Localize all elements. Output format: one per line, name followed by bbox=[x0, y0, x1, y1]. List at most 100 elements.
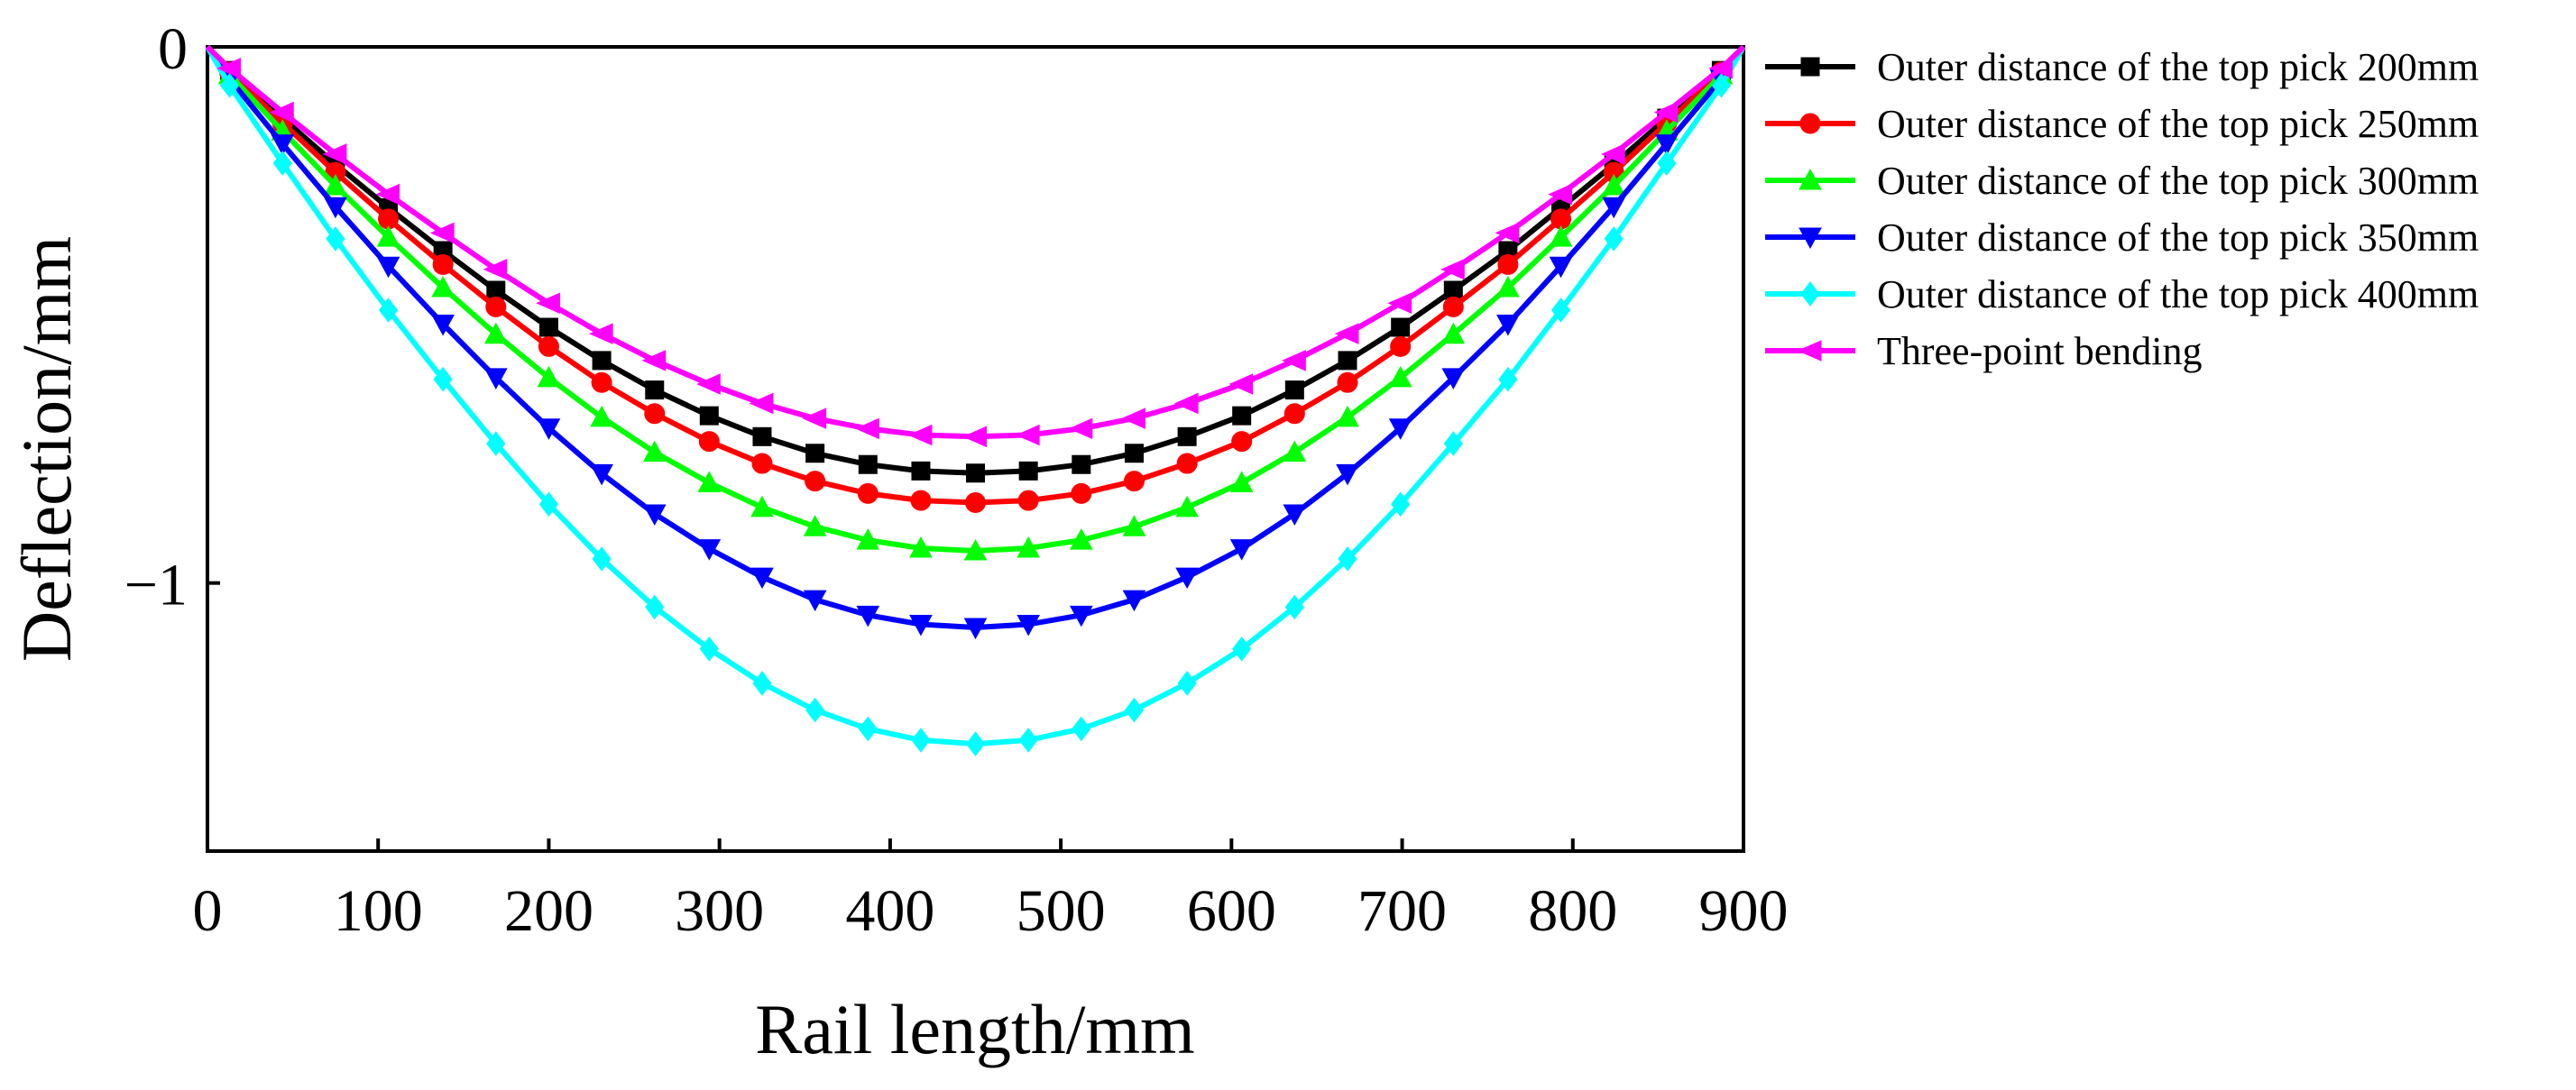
data-point bbox=[1653, 101, 1679, 124]
data-point bbox=[1657, 151, 1677, 176]
data-point bbox=[433, 366, 453, 392]
series-2 bbox=[205, 45, 1746, 513]
data-point bbox=[324, 173, 347, 196]
data-point bbox=[1122, 590, 1146, 612]
data-point bbox=[1173, 392, 1199, 415]
data-point bbox=[1496, 275, 1520, 298]
x-axis-title: Rail length/mm bbox=[755, 990, 1194, 1068]
data-point bbox=[1122, 515, 1146, 536]
data-point bbox=[1387, 292, 1412, 315]
data-point bbox=[749, 392, 774, 415]
data-point bbox=[536, 292, 560, 315]
data-point bbox=[1390, 335, 1412, 357]
legend-item: Outer distance of the top pick 400mm bbox=[1765, 272, 2479, 316]
data-point bbox=[1549, 225, 1573, 247]
data-point bbox=[1283, 403, 1305, 425]
data-point bbox=[486, 431, 506, 456]
data-point bbox=[431, 275, 455, 298]
legend-marker bbox=[1800, 57, 1820, 77]
data-point bbox=[1231, 431, 1253, 453]
data-point bbox=[322, 143, 347, 165]
data-point bbox=[1177, 671, 1197, 696]
data-point bbox=[431, 314, 455, 336]
data-point bbox=[805, 697, 825, 723]
data-point bbox=[965, 491, 986, 513]
data-point bbox=[1391, 491, 1411, 518]
data-point bbox=[537, 418, 561, 440]
data-point bbox=[1443, 431, 1463, 456]
data-point bbox=[592, 546, 612, 572]
legend-marker bbox=[1799, 113, 1821, 134]
data-point bbox=[858, 454, 878, 474]
data-point bbox=[1069, 528, 1093, 550]
x-tick-label: 200 bbox=[504, 878, 593, 944]
legend-label: Outer distance of the top pick 200mm bbox=[1877, 45, 2479, 89]
data-point bbox=[803, 590, 827, 612]
data-point bbox=[1229, 471, 1254, 492]
data-point bbox=[592, 351, 612, 371]
x-tick-label: 600 bbox=[1187, 878, 1276, 944]
data-point bbox=[1338, 546, 1357, 572]
x-tick-label: 700 bbox=[1357, 878, 1447, 944]
data-point bbox=[485, 296, 507, 317]
data-point bbox=[537, 365, 561, 388]
y-tick-label: −1 bbox=[124, 553, 188, 618]
data-point bbox=[1442, 296, 1464, 317]
y-axis-title: Deflection/mm bbox=[7, 236, 86, 662]
data-point bbox=[1388, 365, 1412, 388]
series-group bbox=[205, 44, 1746, 756]
data-point bbox=[697, 539, 722, 561]
x-axis: 0 100 200 300 400 500 600 700 800 900 bbox=[193, 838, 1789, 944]
data-point bbox=[1708, 58, 1733, 79]
data-point bbox=[588, 323, 613, 344]
data-point bbox=[1338, 351, 1357, 371]
data-point bbox=[1441, 368, 1466, 389]
legend-item: Outer distance of the top pick 300mm bbox=[1765, 159, 2479, 203]
data-point bbox=[376, 225, 400, 247]
legend-item: Outer distance of the top pick 250mm bbox=[1765, 102, 2479, 146]
data-point bbox=[538, 335, 559, 357]
data-point bbox=[1655, 134, 1679, 156]
data-point bbox=[326, 226, 345, 252]
data-point bbox=[858, 716, 878, 742]
data-point bbox=[805, 444, 825, 463]
data-point bbox=[1282, 350, 1306, 371]
data-point bbox=[857, 482, 879, 504]
data-point bbox=[271, 134, 295, 156]
data-point bbox=[642, 440, 667, 463]
data-point bbox=[699, 636, 719, 662]
data-point bbox=[483, 368, 508, 389]
data-point bbox=[856, 528, 880, 550]
data-point bbox=[1121, 408, 1145, 429]
data-point bbox=[1071, 482, 1092, 504]
data-point bbox=[1232, 636, 1252, 662]
data-point bbox=[963, 618, 988, 640]
plot-area-frame bbox=[206, 45, 1745, 853]
legend-item: Outer distance of the top pick 200mm bbox=[1765, 45, 2479, 89]
legend-label: Outer distance of the top pick 400mm bbox=[1877, 272, 2479, 316]
data-point bbox=[1440, 259, 1465, 280]
data-point bbox=[909, 536, 933, 558]
legend-marker bbox=[1797, 340, 1822, 362]
data-point bbox=[750, 495, 774, 518]
data-point bbox=[1284, 594, 1304, 620]
data-point bbox=[1229, 539, 1254, 561]
data-point bbox=[1124, 697, 1145, 723]
data-point bbox=[1550, 298, 1571, 323]
data-point bbox=[1018, 461, 1038, 481]
data-point bbox=[856, 605, 880, 627]
data-point bbox=[1177, 426, 1197, 446]
data-point bbox=[962, 426, 987, 448]
y-axis: 0 −1 bbox=[124, 16, 220, 618]
data-point bbox=[751, 453, 773, 474]
data-point bbox=[966, 463, 985, 483]
data-point bbox=[965, 731, 986, 756]
data-point bbox=[590, 463, 613, 486]
x-tick-label: 300 bbox=[675, 878, 764, 944]
data-point bbox=[752, 426, 772, 446]
data-point bbox=[1228, 373, 1254, 395]
data-point bbox=[1549, 256, 1573, 279]
data-point bbox=[909, 614, 933, 637]
y-tick-label: 0 bbox=[158, 16, 188, 82]
data-point bbox=[216, 58, 242, 79]
